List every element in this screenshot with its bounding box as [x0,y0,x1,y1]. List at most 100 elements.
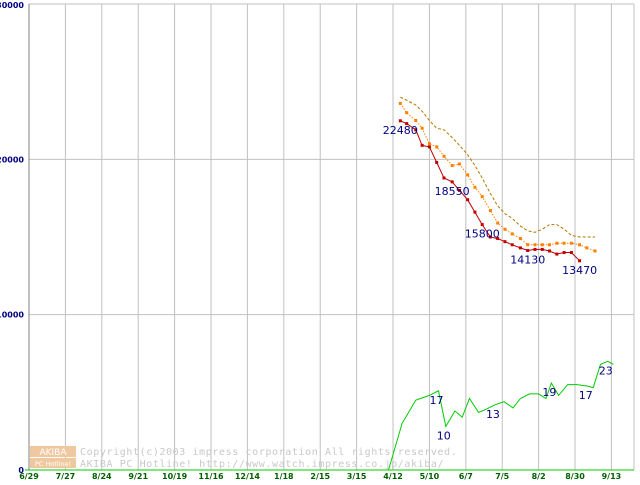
series-average-point [518,237,522,241]
series-average-point [562,241,566,245]
series-average-point [427,142,431,146]
grid-layer [28,3,635,471]
akiba-logo-bottom [30,458,76,468]
count-data-label: 10 [437,430,451,443]
price-data-label: 15800 [465,228,500,241]
x-tick-label: 7/5 [495,472,509,480]
series-average-point [540,243,544,247]
count-data-label: 13 [486,408,500,421]
series-minimum-point [414,128,418,132]
copyright-watermark: AKIBA PC Hotline! Copyright(c)2003 impre… [30,446,457,470]
series-minimum-point [562,251,566,255]
series-average-point [450,164,454,168]
series-minimum-point [569,251,573,255]
series-layer [29,96,614,471]
series-minimum-point [450,180,454,184]
series-average-point [480,195,484,199]
x-tick-label: 3/15 [347,472,367,480]
akiba-logo-bottom-text: PC Hotline! [35,460,71,468]
price-data-label: 13470 [562,264,597,277]
series-average-point [533,243,537,247]
x-tick-label: 12/14 [235,472,261,480]
count-data-label: 23 [599,364,613,377]
series-average-point [569,241,573,245]
series-minimum-point [427,145,431,149]
series-minimum-point [548,249,552,253]
series-average-point [555,241,559,245]
series-minimum-point [420,143,424,147]
series-minimum-point [518,246,522,250]
series-minimum-point [533,247,537,251]
series-minimum-point [466,198,470,202]
series-average-point [414,119,418,122]
series-minimum-point [555,252,559,256]
series-average-point [488,209,492,213]
x-tick-label: 8/2 [532,472,546,480]
series-minimum-point [496,237,500,241]
x-tick-label: 6/7 [459,472,473,480]
count-data-label: 19 [542,386,556,399]
series-average-point [473,185,477,189]
data-labels: 22480 18550 15800 14130 13470 17 10 13 19 17 23 [383,124,613,443]
series-minimum-point [473,210,477,214]
series-average-point [585,246,589,250]
watermark-copyright-line: Copyright(c)2003 impress corporation All… [80,447,457,458]
x-tick-label: 7/27 [56,472,76,480]
series-average-point [510,232,514,236]
x-tick-label: 6/29 [19,472,39,480]
x-tick-label: 8/24 [92,472,112,480]
akiba-logo-top [30,446,76,457]
y-tick-label: 10000 [0,311,24,320]
series-average-point [548,243,552,247]
price-data-label: 22480 [383,124,418,137]
akiba-logo-top-text: AKIBA [39,448,67,458]
series-average-point [420,126,424,130]
series-minimum-point [510,243,514,247]
series-minimum-point [540,247,544,251]
watermark-url-line: AKIBA PC Hotline! http://www.watch.impre… [80,459,444,470]
x-tick-label: 8/30 [565,472,585,480]
x-axis-ticks: 6/29 7/27 8/24 9/21 10/19 11/16 12/14 1/18 2/15 3… [19,469,634,481]
series-minimum-point [503,240,507,244]
series-minimum-point [526,249,530,253]
series-average-point [466,173,470,177]
series-average-point [526,243,530,247]
count-data-label: 17 [430,394,444,407]
series-average-point [503,227,507,231]
series-minimum-point [457,188,461,192]
price-data-label: 18550 [435,185,470,198]
x-tick-label: 5/10 [420,472,440,480]
series-average-point [496,221,500,225]
y-axis-ticks: 0 10000 20000 30000 [0,1,24,475]
x-tick-label: 11/16 [198,472,224,480]
x-tick-label: 2/15 [310,472,330,480]
x-tick-label: 9/13 [602,472,622,480]
x-tick-label: 4/12 [383,472,403,480]
series-count-line [29,360,614,471]
x-tick-label: 9/21 [128,472,148,480]
series-minimum-point [488,235,492,239]
series-average-point [398,101,402,105]
series-average-point [457,162,461,166]
series-minimum-point [578,259,582,263]
y-tick-label: 30000 [0,1,24,10]
price-data-label: 14130 [510,254,545,267]
series-average-point [442,154,446,158]
series-average-point [405,111,409,115]
series-upper-line [400,96,595,238]
y-tick-label: 20000 [0,155,24,164]
series-average-point [593,249,597,253]
series-average-point [578,243,582,247]
count-data-label: 17 [579,389,593,402]
series-average-point [435,145,439,149]
x-tick-label: 1/18 [274,472,294,480]
series-minimum-point [405,122,409,126]
series-minimum-point [480,223,484,227]
x-tick-label: 10/19 [162,472,188,480]
series-minimum-point [398,119,402,123]
y-tick-label: 0 [18,466,24,475]
series-minimum-point [435,160,439,164]
series-minimum-point [442,176,446,180]
